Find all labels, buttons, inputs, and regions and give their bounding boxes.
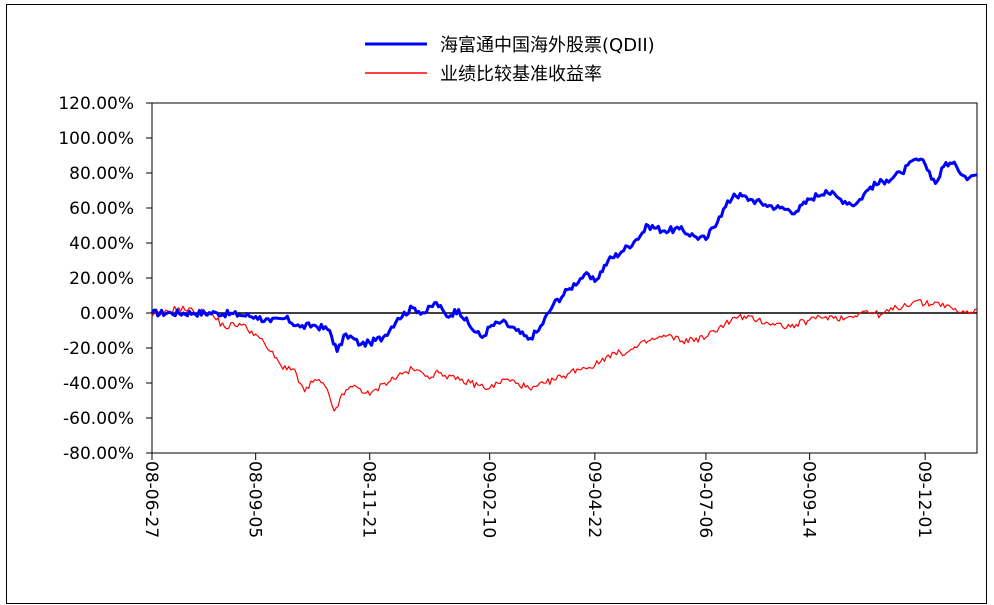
chart-frame xyxy=(6,4,987,604)
x-tick-label: 08-11-21 xyxy=(359,461,379,538)
y-tick-label: -60.00% xyxy=(63,409,134,429)
legend-label-fund: 海富通中国海外股票(QDII) xyxy=(440,35,655,56)
x-tick-label: 08-06-27 xyxy=(141,461,161,538)
y-tick-label: 0.00% xyxy=(80,304,134,324)
x-tick-label: 09-02-10 xyxy=(479,461,499,538)
x-tick-label: 09-07-06 xyxy=(695,461,715,538)
y-tick-label: -80.00% xyxy=(63,444,134,464)
y-tick-label: 100.00% xyxy=(58,129,134,149)
x-tick-label: 09-04-22 xyxy=(584,461,604,538)
y-tick-label: 40.00% xyxy=(69,234,134,254)
series-line-benchmark xyxy=(151,299,978,412)
series-line-fund xyxy=(150,157,978,353)
y-tick-label: 20.00% xyxy=(69,269,134,289)
y-tick-label: -20.00% xyxy=(63,339,134,359)
plot-area xyxy=(151,102,978,454)
y-tick-label: -40.00% xyxy=(63,374,134,394)
x-tick-label: 08-09-05 xyxy=(245,461,265,538)
x-tick-label: 09-12-01 xyxy=(914,461,934,538)
legend-label-benchmark: 业绩比较基准收益率 xyxy=(440,64,602,85)
y-tick-label: 120.00% xyxy=(58,94,134,114)
y-tick-label: 60.00% xyxy=(69,199,134,219)
y-tick-label: 80.00% xyxy=(69,164,134,184)
x-tick-label: 09-09-14 xyxy=(799,461,819,538)
